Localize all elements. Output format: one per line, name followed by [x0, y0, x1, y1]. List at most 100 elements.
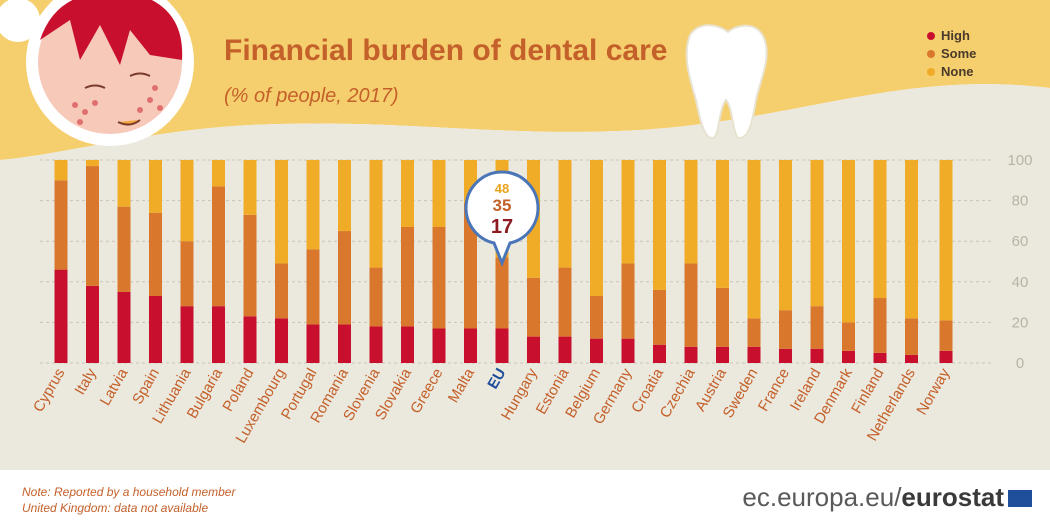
y-tick-label: 20	[1012, 314, 1029, 331]
bar-croatia-some	[653, 289, 666, 345]
bar-ireland-some	[810, 306, 824, 349]
bar-denmark-some	[842, 322, 855, 351]
bar-netherlands-high	[905, 354, 918, 363]
bar-cyprus-high	[54, 269, 68, 363]
bar-germany-high	[621, 338, 635, 363]
tooth-illustration	[685, 24, 768, 140]
bar-spain-some	[149, 212, 162, 297]
bar-norway-high	[939, 350, 953, 363]
bar-luxembourg-none	[275, 160, 288, 264]
bar-romania-some	[338, 231, 351, 325]
eu-flag-icon	[1008, 490, 1032, 507]
bar-sweden-high	[747, 346, 761, 363]
bar-poland-none	[243, 160, 257, 215]
bar-estonia-none	[558, 160, 572, 268]
legend-swatch-some	[927, 50, 935, 58]
eurostat-credit[interactable]: ec.europa.eu/eurostat	[742, 482, 1004, 513]
bar-hungary-high	[527, 336, 540, 363]
note-uk: United Kingdom: data not available	[22, 501, 209, 515]
bar-italy-high	[86, 285, 99, 363]
bar-eu-some	[495, 257, 509, 329]
bar-slovenia-none	[369, 160, 383, 268]
bar-slovakia-some	[401, 226, 414, 327]
bar-slovenia-high	[369, 326, 383, 363]
bar-netherlands-none	[905, 160, 918, 319]
chart-subtitle: (% of people, 2017)	[224, 85, 399, 107]
chart-title: Financial burden of dental care	[224, 34, 667, 67]
bar-austria-high	[716, 346, 729, 363]
credit-brand: eurostat	[901, 482, 1004, 512]
bar-romania-none	[338, 160, 351, 232]
bar-finland-none	[873, 160, 887, 299]
bar-portugal-high	[306, 324, 320, 363]
bar-finland-high	[873, 352, 887, 363]
bar-france-none	[779, 160, 792, 311]
bar-italy-none	[86, 160, 99, 167]
bar-norway-none	[939, 160, 953, 321]
header-band	[0, 0, 1050, 160]
bar-italy-some	[86, 166, 99, 286]
bar-slovakia-high	[401, 326, 414, 363]
bar-poland-some	[243, 214, 257, 317]
bar-spain-high	[149, 296, 162, 363]
y-tick-label: 0	[1016, 355, 1024, 372]
face-illustration	[0, 0, 194, 146]
bar-austria-some	[716, 287, 729, 347]
bar-malta-high	[464, 328, 477, 363]
bar-bulgaria-none	[212, 160, 225, 187]
eu-callout-value: 48	[495, 181, 509, 196]
bar-belgium-some	[590, 296, 603, 339]
bar-poland-high	[243, 316, 257, 363]
bar-bulgaria-high	[212, 306, 225, 363]
credit-site: ec.europa.eu/	[742, 482, 902, 512]
bar-czechia-high	[684, 346, 698, 363]
eu-callout-value: 35	[493, 196, 512, 215]
bar-croatia-none	[653, 160, 666, 290]
bar-norway-some	[939, 320, 953, 351]
bar-spain-none	[149, 160, 162, 213]
bar-portugal-none	[306, 160, 320, 250]
bar-latvia-some	[117, 206, 131, 292]
bar-cyprus-some	[54, 180, 68, 270]
bar-lithuania-none	[180, 160, 194, 242]
bar-denmark-high	[842, 350, 855, 363]
bar-belgium-none	[590, 160, 603, 297]
y-tick-label: 60	[1012, 233, 1029, 250]
bar-latvia-none	[117, 160, 131, 207]
bar-latvia-high	[117, 291, 131, 363]
bar-france-some	[779, 310, 792, 349]
bar-luxembourg-some	[275, 263, 288, 319]
bar-belgium-high	[590, 338, 603, 363]
bar-germany-none	[621, 160, 635, 264]
bar-greece-none	[432, 160, 446, 227]
note-reported: Note: Reported by a household member	[22, 485, 236, 499]
legend-swatch-high	[927, 32, 935, 40]
legend-swatch-none	[927, 68, 935, 76]
bar-germany-some	[621, 263, 635, 339]
bar-bulgaria-some	[212, 186, 225, 307]
legend-label-some: Some	[941, 46, 976, 61]
bar-romania-high	[338, 324, 351, 363]
legend-label-none: None	[941, 64, 974, 79]
bar-estonia-high	[558, 336, 572, 363]
bar-lithuania-some	[180, 241, 194, 307]
bar-croatia-high	[653, 344, 666, 363]
bar-finland-some	[873, 298, 887, 353]
bar-luxembourg-high	[275, 318, 288, 363]
bar-greece-high	[432, 328, 446, 363]
bar-netherlands-some	[905, 318, 918, 355]
bar-malta-some	[464, 202, 477, 329]
bar-slovenia-some	[369, 267, 383, 327]
bar-lithuania-high	[180, 306, 194, 363]
bar-sweden-none	[747, 160, 761, 319]
bar-cyprus-none	[54, 160, 68, 181]
bar-france-high	[779, 348, 792, 363]
bar-austria-none	[716, 160, 729, 288]
bar-czechia-none	[684, 160, 698, 264]
bar-eu-high	[495, 328, 509, 363]
bar-estonia-some	[558, 267, 572, 337]
eu-callout-value: 17	[491, 216, 513, 238]
y-tick-label: 100	[1007, 152, 1032, 169]
